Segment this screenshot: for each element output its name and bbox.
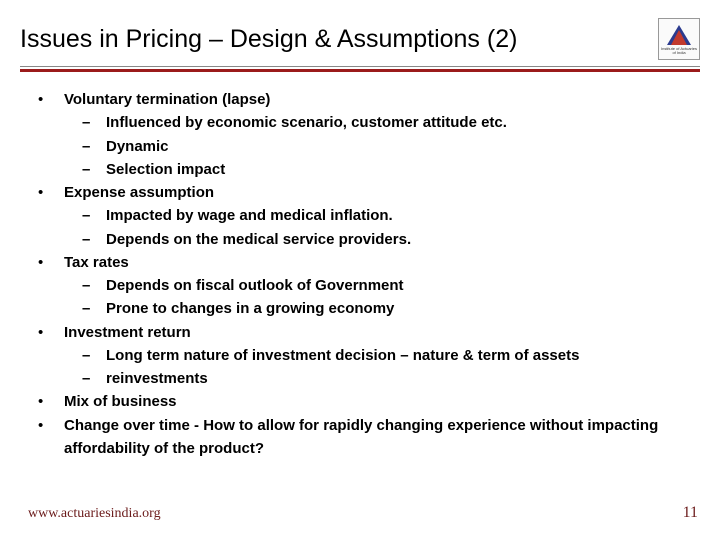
bullet-text: Expense assumption <box>64 184 214 201</box>
sub-item: Long term nature of investment decision … <box>82 344 692 367</box>
slide-title: Issues in Pricing – Design & Assumptions… <box>20 25 517 54</box>
bullet-text: Voluntary termination (lapse) <box>64 91 270 108</box>
header-row: Issues in Pricing – Design & Assumptions… <box>20 18 700 66</box>
sub-item: Dynamic <box>82 135 692 158</box>
sub-list: Long term nature of investment decision … <box>64 344 692 391</box>
sub-item: Prone to changes in a growing economy <box>82 297 692 320</box>
bullet-text: Mix of business <box>64 393 177 410</box>
bullet-item: Change over time - How to allow for rapi… <box>28 414 692 461</box>
bullet-text: Change over time - How to allow for rapi… <box>64 417 658 457</box>
slide: Issues in Pricing – Design & Assumptions… <box>0 0 720 540</box>
bullet-text: Tax rates <box>64 254 129 271</box>
bullet-item: Mix of business <box>28 390 692 413</box>
sub-item: Impacted by wage and medical inflation. <box>82 204 692 227</box>
logo-caption: Institute of Actuaries of India <box>659 47 699 55</box>
bullet-item: Investment return Long term nature of in… <box>28 321 692 391</box>
content-area: Voluntary termination (lapse) Influenced… <box>20 88 700 460</box>
divider-thick <box>20 69 700 72</box>
org-logo: Institute of Actuaries of India <box>658 18 700 60</box>
triangle-icon <box>666 24 692 46</box>
sub-item: Depends on fiscal outlook of Government <box>82 274 692 297</box>
page-number: 11 <box>683 504 698 522</box>
bullet-text: Investment return <box>64 324 191 341</box>
sub-item: Selection impact <box>82 158 692 181</box>
sub-list: Influenced by economic scenario, custome… <box>64 111 692 181</box>
sub-item: Depends on the medical service providers… <box>82 228 692 251</box>
bullet-item: Expense assumption Impacted by wage and … <box>28 181 692 251</box>
bullet-item: Voluntary termination (lapse) Influenced… <box>28 88 692 181</box>
footer-url: www.actuariesindia.org <box>28 506 161 522</box>
bullet-item: Tax rates Depends on fiscal outlook of G… <box>28 251 692 321</box>
sub-list: Depends on fiscal outlook of Government … <box>64 274 692 321</box>
sub-item: reinvestments <box>82 367 692 390</box>
sub-item: Influenced by economic scenario, custome… <box>82 111 692 134</box>
divider-thin <box>20 66 700 67</box>
sub-list: Impacted by wage and medical inflation. … <box>64 204 692 251</box>
bullet-list: Voluntary termination (lapse) Influenced… <box>28 88 692 460</box>
